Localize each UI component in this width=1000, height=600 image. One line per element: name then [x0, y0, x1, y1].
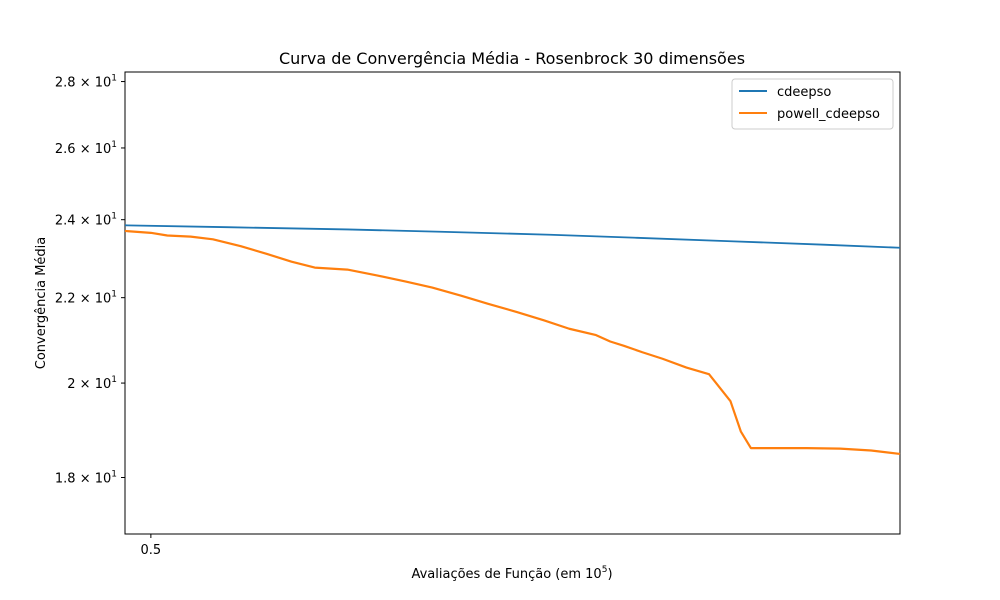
plot-frame [124, 71, 901, 535]
x-axis-label-close: ) [607, 567, 612, 582]
x-axis-label: Avaliações de Função (em 105) [411, 565, 612, 582]
x-axis-label-main: Avaliações de Função (em 10 [411, 567, 601, 582]
series-line-powell-cdeepso [124, 229, 901, 456]
y-tick-label: 1.8 × 101 [55, 469, 117, 486]
y-tick-label: 2.6 × 101 [55, 140, 117, 157]
series-line-cdeepso [124, 224, 901, 249]
y-tick-label: 2.2 × 101 [55, 290, 117, 307]
legend-label-powell-cdeepso: powell_cdeepso [777, 107, 880, 122]
y-tick-label: 2.8 × 101 [55, 74, 117, 91]
legend-box [731, 78, 894, 130]
y-axis-ticks: 1.8 × 101 2 × 101 2.2 × 101 2.4 × 101 2.6 × … [55, 74, 125, 486]
x-axis-label-exponent: 5 [602, 565, 608, 575]
plot-area: 1.8 × 101 2 × 101 2.2 × 101 2.4 × 101 2.6 × … [55, 71, 901, 558]
chart-title: Curva de Convergência Média - Rosenbrock… [279, 49, 745, 68]
y-tick-label: 2 × 101 [67, 375, 117, 392]
legend: cdeepso powell_cdeepso [731, 78, 894, 130]
legend-label-cdeepso: cdeepso [777, 85, 831, 100]
y-axis-label: Convergência Média [34, 237, 49, 369]
x-axis-ticks: 0.5 [141, 534, 162, 558]
y-tick-label: 2.4 × 101 [55, 212, 117, 229]
x-tick-label: 0.5 [141, 543, 162, 558]
series-layer [124, 224, 901, 456]
